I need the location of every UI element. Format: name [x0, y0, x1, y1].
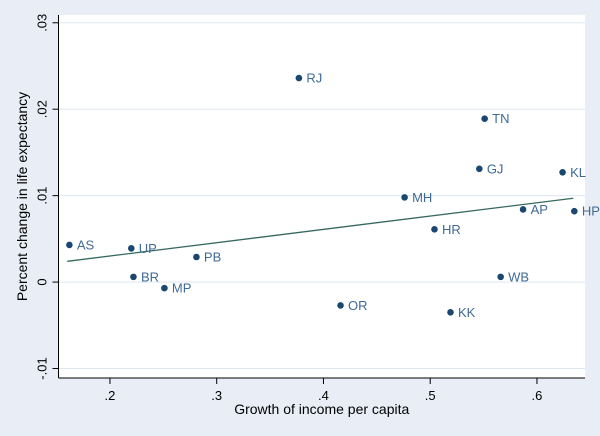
data-point-marker: [66, 241, 73, 249]
y-axis-title: Percent change in life expectancy: [14, 92, 30, 301]
data-point-marker: [447, 309, 454, 316]
data-point-marker: [161, 284, 168, 292]
data-point-marker: [401, 194, 408, 201]
data-point-label: TN: [492, 111, 509, 126]
y-tick-label: 0: [35, 278, 50, 285]
plot-area: [58, 15, 585, 378]
data-point-label: WB: [508, 269, 529, 284]
x-tick-label: .4: [318, 388, 329, 403]
x-tick-label: .2: [105, 388, 116, 403]
chart-layer: -.01 0 .01 .02 .03 .2 .3 .4 .5 .6 AS UP BR MP PB RJ OR MH…: [35, 14, 600, 403]
data-point-label: UP: [139, 241, 157, 256]
y-tick-label: .03: [35, 14, 50, 32]
data-point-marker: [295, 74, 303, 82]
x-axis-title: Growth of income per capita: [234, 401, 409, 417]
data-point-label: AP: [531, 202, 548, 217]
data-point-marker: [497, 273, 504, 281]
data-point-marker: [559, 169, 566, 176]
data-point-label: HP: [582, 204, 600, 219]
data-point-marker: [476, 165, 483, 173]
data-point-label: RJ: [306, 71, 322, 86]
data-point-label: KL: [570, 165, 586, 180]
y-tick-label: .02: [35, 100, 50, 118]
fit-line: [67, 197, 574, 262]
x-tick-label: .5: [425, 388, 436, 403]
data-point-marker: [130, 273, 137, 281]
data-point-marker: [337, 302, 344, 309]
data-point-marker: [128, 245, 135, 252]
data-point-marker: [193, 253, 200, 261]
data-point-label: BR: [141, 269, 159, 284]
y-tick-label: .01: [35, 187, 50, 205]
data-point-label: MP: [172, 281, 192, 296]
data-point-label: MH: [412, 190, 432, 205]
data-point-label: KK: [458, 305, 476, 320]
data-point-marker: [571, 207, 578, 215]
data-point-label: OR: [348, 298, 368, 313]
data-point-label: PB: [204, 250, 221, 265]
data-point-label: HR: [442, 222, 461, 237]
data-point-label: AS: [77, 237, 95, 252]
data-point-marker: [519, 206, 527, 213]
x-tick-label: .6: [532, 388, 543, 403]
data-point-label: GJ: [487, 161, 504, 176]
data-point-marker: [481, 115, 488, 123]
x-tick-label: .3: [211, 388, 222, 403]
data-point-marker: [431, 226, 438, 233]
y-tick-label: -.01: [35, 357, 50, 379]
